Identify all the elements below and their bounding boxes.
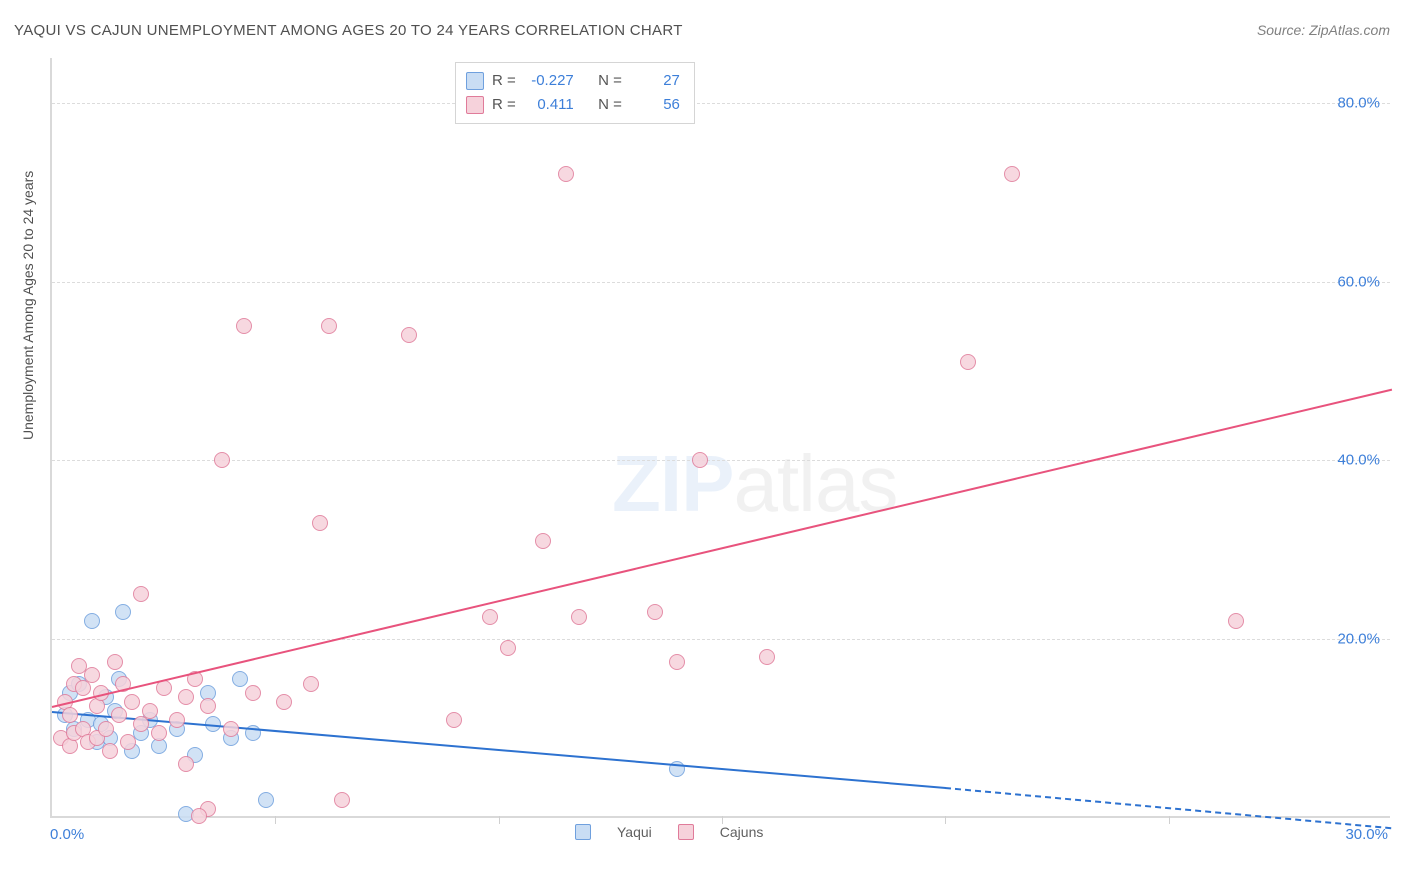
gridline [52, 103, 1390, 104]
data-point [500, 640, 516, 656]
source-text: Source: ZipAtlas.com [1257, 22, 1390, 38]
stat-row-cajuns: R = 0.411 N = 56 [466, 93, 680, 117]
gridline [52, 460, 1390, 461]
data-point [178, 689, 194, 705]
trend-line [52, 389, 1392, 708]
data-point [303, 676, 319, 692]
stat-legend: R = -0.227 N = 27 R = 0.411 N = 56 [455, 62, 695, 124]
data-point [401, 327, 417, 343]
data-point [236, 318, 252, 334]
y-axis-label: Unemployment Among Ages 20 to 24 years [20, 171, 36, 440]
watermark-atlas: atlas [733, 439, 897, 528]
x-tick [499, 816, 500, 824]
data-point [84, 613, 100, 629]
chart-title: YAQUI VS CAJUN UNEMPLOYMENT AMONG AGES 2… [14, 22, 683, 39]
data-point [133, 716, 149, 732]
n-value-yaqui: 27 [630, 69, 680, 93]
data-point [111, 707, 127, 723]
n-value-cajuns: 56 [630, 93, 680, 117]
data-point [151, 725, 167, 741]
data-point [191, 808, 207, 824]
watermark-zip: ZIP [612, 439, 733, 528]
r-value-yaqui: -0.227 [524, 69, 574, 93]
data-point [258, 792, 274, 808]
r-label: R = [492, 69, 516, 93]
data-point [692, 452, 708, 468]
data-point [142, 703, 158, 719]
x-tick [945, 816, 946, 824]
data-point [178, 756, 194, 772]
data-point [223, 721, 239, 737]
data-point [535, 533, 551, 549]
data-point [321, 318, 337, 334]
data-point [334, 792, 350, 808]
data-point [960, 354, 976, 370]
data-point [107, 654, 123, 670]
data-point [115, 604, 131, 620]
trend-line [52, 711, 945, 789]
swatch-cajuns-icon [466, 96, 484, 114]
legend-swatch-cajuns-icon [678, 824, 694, 840]
data-point [200, 698, 216, 714]
legend-label-cajuns: Cajuns [720, 824, 764, 840]
data-point [245, 685, 261, 701]
legend-label-yaqui: Yaqui [617, 824, 652, 840]
data-point [571, 609, 587, 625]
x-tick [275, 816, 276, 824]
data-point [84, 667, 100, 683]
data-point [482, 609, 498, 625]
x-axis-min-label: 0.0% [50, 826, 84, 843]
data-point [647, 604, 663, 620]
gridline [52, 282, 1390, 283]
data-point [1004, 166, 1020, 182]
data-point [232, 671, 248, 687]
x-tick [1169, 816, 1170, 824]
data-point [120, 734, 136, 750]
y-tick-label: 60.0% [1337, 273, 1380, 290]
data-point [75, 680, 91, 696]
y-tick-label: 40.0% [1337, 452, 1380, 469]
data-point [669, 654, 685, 670]
y-tick-label: 20.0% [1337, 631, 1380, 648]
data-point [214, 452, 230, 468]
data-point [446, 712, 462, 728]
data-point [1228, 613, 1244, 629]
data-point [102, 743, 118, 759]
plot-area: ZIPatlas 20.0% 40.0% 60.0% 80.0% [50, 58, 1390, 818]
r-value-cajuns: 0.411 [524, 93, 574, 117]
data-point [124, 694, 140, 710]
legend-swatch-yaqui-icon [575, 824, 591, 840]
n-label: N = [598, 69, 622, 93]
x-tick [722, 816, 723, 824]
data-point [98, 721, 114, 737]
series-legend: Yaqui Cajuns [575, 824, 763, 840]
data-point [169, 712, 185, 728]
data-point [276, 694, 292, 710]
data-point [62, 707, 78, 723]
data-point [558, 166, 574, 182]
swatch-yaqui-icon [466, 72, 484, 90]
data-point [133, 586, 149, 602]
r-label: R = [492, 93, 516, 117]
y-tick-label: 80.0% [1337, 94, 1380, 111]
gridline [52, 639, 1390, 640]
stat-row-yaqui: R = -0.227 N = 27 [466, 69, 680, 93]
x-axis-max-label: 30.0% [1345, 826, 1388, 843]
data-point [312, 515, 328, 531]
n-label: N = [598, 93, 622, 117]
data-point [759, 649, 775, 665]
